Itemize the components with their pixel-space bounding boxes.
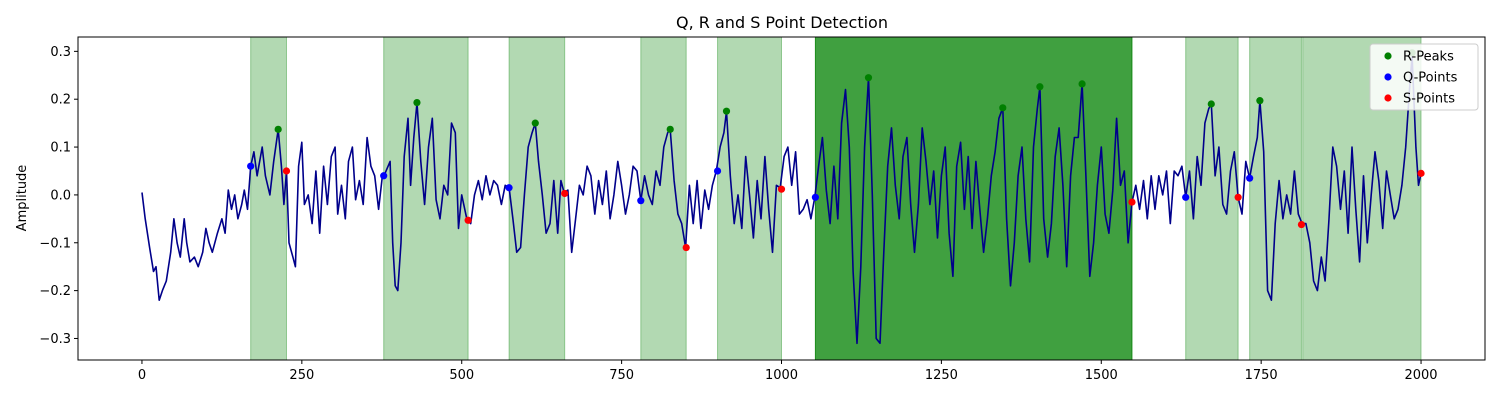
- q-points-point-7: [1246, 174, 1254, 182]
- legend-label-q-points: Q-Points: [1403, 71, 1458, 86]
- chart-title: Q, R and S Point Detection: [676, 13, 888, 32]
- axes: 0 250 500 750 1000 1250 1500 1750 2000 −0.3 −0.2 −0…: [39, 36, 1486, 383]
- r-peaks-point-7: [1036, 83, 1044, 91]
- r-peaks-point-4: [722, 107, 731, 115]
- q-points-point-3: [637, 197, 645, 205]
- x-tick-label-1: 250: [289, 368, 314, 383]
- x-tick-label-7: 1750: [1245, 368, 1278, 383]
- y-tick-label-6: 0.3: [50, 45, 71, 60]
- x-tick-label-0: 0: [138, 368, 146, 383]
- s-points-point-8: [1417, 169, 1425, 177]
- legend-label-r-peaks: R-Peaks: [1403, 50, 1454, 65]
- signal-line: [141, 55, 1422, 345]
- detection-band-2: [508, 36, 566, 361]
- detection-band-6: [1185, 36, 1239, 361]
- q-points-point-0: [247, 162, 255, 170]
- markers-layer: [247, 49, 1425, 252]
- y-tick-label-4: 0.1: [50, 141, 71, 156]
- r-peaks-point-2: [531, 119, 539, 127]
- r-peaks-point-1: [413, 98, 421, 107]
- r-peaks-point-3: [666, 125, 674, 133]
- r-peaks-point-0: [274, 125, 282, 133]
- legend-marker-r-peaks: [1384, 52, 1392, 60]
- y-tick-label-5: 0.2: [50, 93, 71, 108]
- signal-layer: [141, 55, 1422, 345]
- s-points-point-1: [464, 216, 472, 224]
- s-points-point-6: [1234, 193, 1242, 201]
- legend: R-Peaks Q-Points S-Points: [1369, 43, 1479, 111]
- x-tick-label-3: 750: [609, 368, 634, 383]
- detection-band-1: [383, 36, 469, 361]
- x-tick-label-6: 1500: [1085, 368, 1118, 383]
- s-points-point-0: [282, 167, 291, 175]
- x-tick-label-5: 1250: [925, 368, 958, 383]
- r-peaks-point-9: [1207, 100, 1215, 108]
- q-points-point-4: [713, 167, 722, 175]
- detection-band-7: [1249, 36, 1302, 361]
- y-tick-label-2: −0.1: [39, 236, 71, 251]
- legend-label-s-points: S-Points: [1403, 92, 1455, 107]
- s-points-point-2: [561, 189, 569, 198]
- detection-band-0: [250, 36, 287, 361]
- x-tick-label-4: 1000: [765, 368, 798, 383]
- s-points-point-5: [1128, 198, 1136, 206]
- legend-box: [1369, 43, 1479, 111]
- x-tick-label-8: 2000: [1404, 368, 1437, 383]
- y-tick-label-3: 0.0: [50, 188, 71, 203]
- legend-marker-q-points: [1384, 73, 1392, 81]
- r-peaks-point-10: [1256, 97, 1264, 105]
- detection-band-3: [640, 36, 687, 361]
- r-peaks-point-8: [1078, 80, 1086, 88]
- r-peaks-point-6: [999, 104, 1007, 112]
- q-points-point-6: [1182, 193, 1190, 201]
- y-tick-label-0: −0.3: [39, 332, 71, 347]
- q-points-point-2: [505, 184, 513, 192]
- y-tick-label-1: −0.2: [39, 284, 71, 299]
- r-peaks-point-5: [864, 74, 873, 82]
- legend-marker-s-points: [1384, 94, 1392, 102]
- q-points-point-5: [811, 193, 819, 201]
- s-points-point-7: [1297, 220, 1306, 229]
- s-points-point-3: [682, 243, 690, 252]
- q-points-point-1: [380, 172, 388, 180]
- x-tick-label-2: 500: [449, 368, 474, 383]
- s-points-point-4: [777, 185, 786, 193]
- y-axis-label: Amplitude: [15, 165, 30, 232]
